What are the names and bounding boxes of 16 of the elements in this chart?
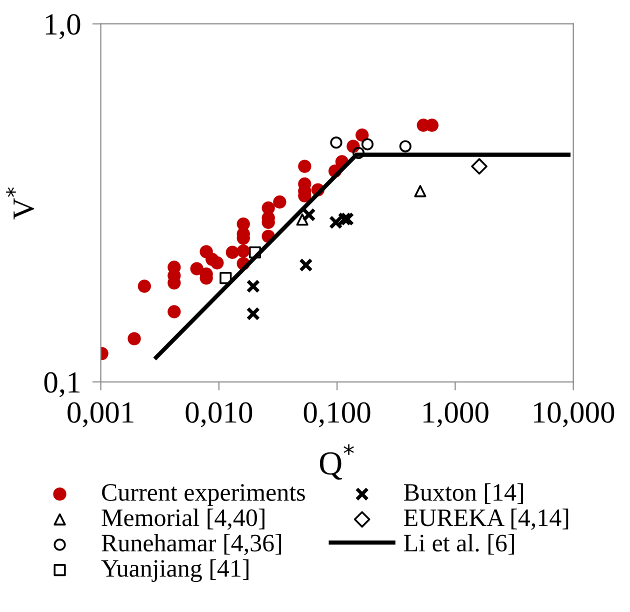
legend-label: EUREKA [4,14] [404, 508, 568, 530]
x-tick-label: 0,001 [68, 402, 134, 428]
legend-label: Yuanjiang [41] [101, 559, 248, 582]
y-axis-title: V$^{*}$ [6, 187, 34, 220]
x-tick-label: 1,000 [423, 402, 488, 428]
legend-label: Buxton [14] [404, 483, 523, 504]
legend-label: Runehamar [4,36] [102, 534, 282, 556]
y-tick-label: 1,0 [46, 14, 80, 40]
x-tick-label: 0,100 [304, 402, 370, 428]
legend-label: Memorial [4,40] [102, 508, 264, 530]
x-tick-label: 10,000 [534, 402, 614, 428]
legend-label: Li et al. [6] [404, 534, 514, 555]
y-tick-label: 0,1 [44, 372, 80, 398]
x-axis-title: Q$^{*}$ [320, 444, 354, 480]
x-tick-label: 0,010 [186, 402, 252, 428]
legend-label: Current experiments [102, 484, 305, 506]
